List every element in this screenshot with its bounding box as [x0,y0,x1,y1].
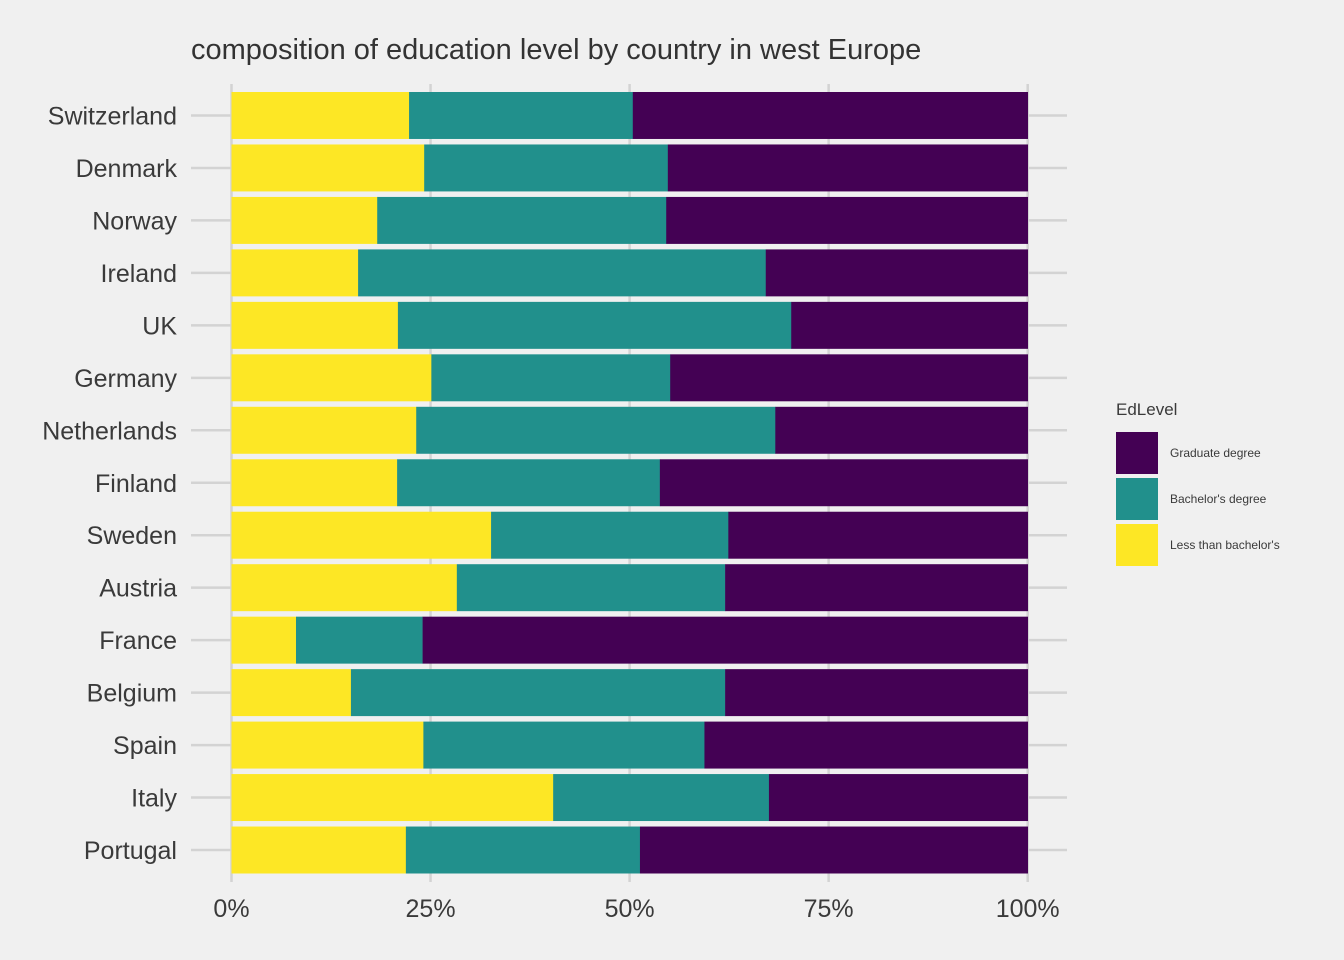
bar-segment [632,92,1028,139]
bar-segment [231,459,398,507]
bar-segment [728,511,1028,559]
y-axis-labels: Switzerland Denmark Norway Ireland UK Germany… [42,102,177,865]
legend-title: EdLevel [1116,400,1178,419]
legend-item: Less than bachelor's [1116,522,1280,568]
legend-item: Bachelor's degree [1116,476,1280,522]
legend-swatch [1116,524,1158,566]
bar-segment [231,196,378,244]
legend-label: Less than bachelor's [1170,538,1280,552]
bar-segment [231,511,492,559]
bar-segment [424,144,669,192]
bar-segment [397,301,792,349]
y-tick-label: Belgium [87,680,177,708]
bar-segment [553,774,770,822]
bar-segment [768,774,1028,822]
y-tick-label: UK [142,312,177,340]
bar-segment [377,196,667,244]
y-tick-label: Denmark [76,155,178,183]
bar-segment [667,144,1028,192]
x-tick-label: 100% [996,895,1060,923]
legend-label: Graduate degree [1170,446,1261,460]
bar-segment [765,249,1028,297]
legend-swatch [1116,432,1158,474]
bar-segment [295,616,423,664]
legend-swatch [1116,478,1158,520]
bar-segment [422,616,1028,664]
bar-segment [725,564,1028,612]
bar-segment [416,406,776,454]
bar-segment [659,459,1028,507]
bar-segment [231,249,359,297]
y-tick-label: Germany [74,365,177,393]
y-tick-label: Spain [113,732,177,760]
bar-segment [791,301,1028,349]
bar-segment [397,459,661,507]
bar-segment [409,92,634,139]
bar-segment [456,564,726,612]
legend: EdLevel Graduate degree Bachelor's degree… [1116,400,1280,568]
bar-segment [405,826,641,874]
y-tick-label: Ireland [101,260,177,288]
bar-segment [231,564,458,612]
bar-segment [231,616,297,664]
y-tick-label: Austria [99,575,177,603]
legend-label: Bachelor's degree [1170,492,1267,506]
bar-segment [231,301,399,349]
y-tick-label: Switzerland [48,102,177,130]
y-tick-label: Norway [92,207,177,235]
bar-segment [704,721,1028,769]
bar-segment [231,774,554,822]
chart-title: composition of education level by countr… [191,34,922,66]
bar-segment [231,354,432,402]
x-tick-label: 0% [213,895,249,923]
x-tick-label: 25% [406,895,456,923]
bar-segment [670,354,1028,402]
y-tick-label: Italy [131,785,177,813]
bar-segment [231,144,425,192]
bar-segment [231,406,417,454]
y-tick-label: Netherlands [42,417,177,445]
bar-segment [775,406,1028,454]
bar-segment [350,669,726,717]
x-tick-label: 50% [605,895,655,923]
bar-segment [491,511,729,559]
x-axis-labels: 0% 25% 50% 75% 100% [213,895,1059,923]
bar-segment [231,721,424,769]
bar-segment [231,92,410,139]
bar-segment [231,669,352,717]
bar-segment [666,196,1028,244]
y-tick-label: Portugal [84,837,177,865]
bar-segment [423,721,705,769]
bar-segment [231,826,407,874]
x-tick-label: 75% [804,895,854,923]
bars [231,92,1028,874]
y-tick-label: Sweden [87,522,177,550]
y-tick-label: Finland [95,470,177,498]
bar-segment [431,354,671,402]
bar-segment [725,669,1028,717]
bar-segment [639,826,1028,874]
legend-item: Graduate degree [1116,430,1280,476]
y-tick-label: France [99,627,177,655]
bar-segment [358,249,767,297]
